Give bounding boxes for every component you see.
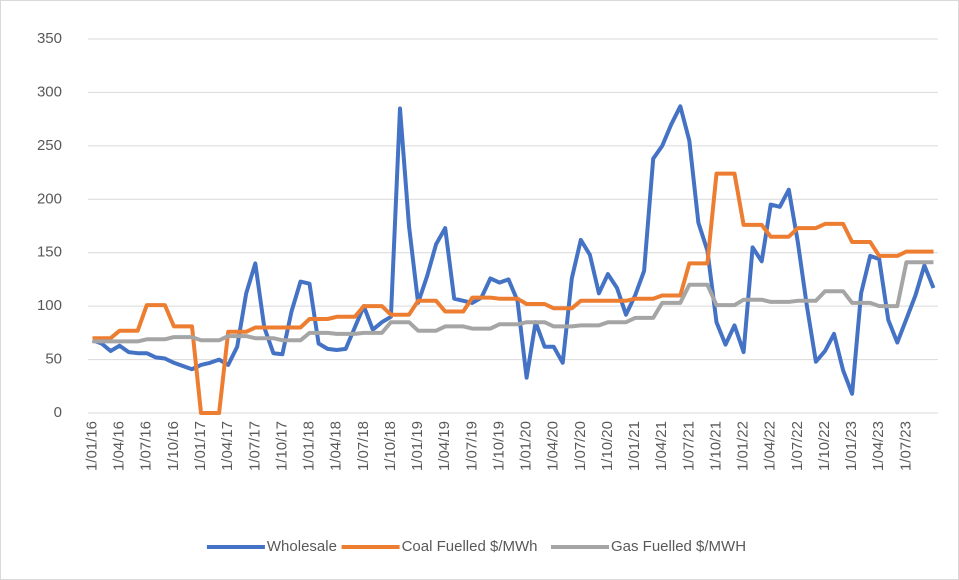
x-tick-label: 1/07/17 <box>246 421 263 471</box>
y-tick-label: 50 <box>45 351 62 368</box>
x-tick-label: 1/07/21 <box>680 421 697 471</box>
x-tick-label: 1/07/23 <box>897 421 914 471</box>
x-tick-label: 1/07/18 <box>355 421 372 471</box>
x-tick-label: 1/04/21 <box>653 421 670 471</box>
x-tick-label: 1/01/20 <box>518 421 535 471</box>
x-tick-label: 1/10/18 <box>382 421 399 471</box>
y-tick-label: 100 <box>37 297 62 314</box>
x-tick-label: 1/01/17 <box>192 421 209 471</box>
y-tick-label: 150 <box>37 244 62 261</box>
y-tick-label: 350 <box>37 30 62 47</box>
x-tick-label: 1/01/18 <box>301 421 318 471</box>
legend-label: Gas Fuelled $/MWH <box>611 538 746 555</box>
x-tick-label: 1/01/16 <box>83 421 100 471</box>
y-tick-label: 250 <box>37 137 62 154</box>
y-tick-label: 200 <box>37 190 62 207</box>
x-tick-label: 1/04/22 <box>762 421 779 471</box>
series-line <box>91 104 936 396</box>
legend-label: Coal Fuelled $/MWh <box>402 538 538 555</box>
x-tick-label: 1/10/20 <box>599 421 616 471</box>
x-tick-label: 1/10/22 <box>816 421 833 471</box>
x-tick-label: 1/01/23 <box>843 421 860 471</box>
x-tick-label: 1/04/19 <box>436 421 453 471</box>
x-tick-label: 1/04/23 <box>870 421 887 471</box>
series-line <box>92 260 934 344</box>
x-tick-label: 1/07/20 <box>572 421 589 471</box>
x-tick-label: 1/10/21 <box>707 421 724 471</box>
x-tick-label: 1/04/18 <box>328 421 345 471</box>
x-tick-label: 1/10/16 <box>165 421 182 471</box>
x-tick-label: 1/10/19 <box>490 421 507 471</box>
series-line <box>92 171 934 415</box>
x-tick-label: 1/01/19 <box>409 421 426 471</box>
x-tick-label: 1/04/17 <box>219 421 236 471</box>
x-tick-label: 1/04/16 <box>111 421 128 471</box>
x-tick-label: 1/01/22 <box>735 421 752 471</box>
x-tick-label: 1/01/21 <box>626 421 643 471</box>
y-tick-label: 300 <box>37 83 62 100</box>
y-tick-label: 0 <box>54 404 62 421</box>
x-tick-label: 1/10/17 <box>273 421 290 471</box>
x-tick-label: 1/07/22 <box>789 421 806 471</box>
x-tick-label: 1/07/16 <box>138 421 155 471</box>
x-tick-label: 1/07/19 <box>463 421 480 471</box>
legend-label: Wholesale <box>267 538 337 555</box>
x-tick-label: 1/04/20 <box>545 421 562 471</box>
